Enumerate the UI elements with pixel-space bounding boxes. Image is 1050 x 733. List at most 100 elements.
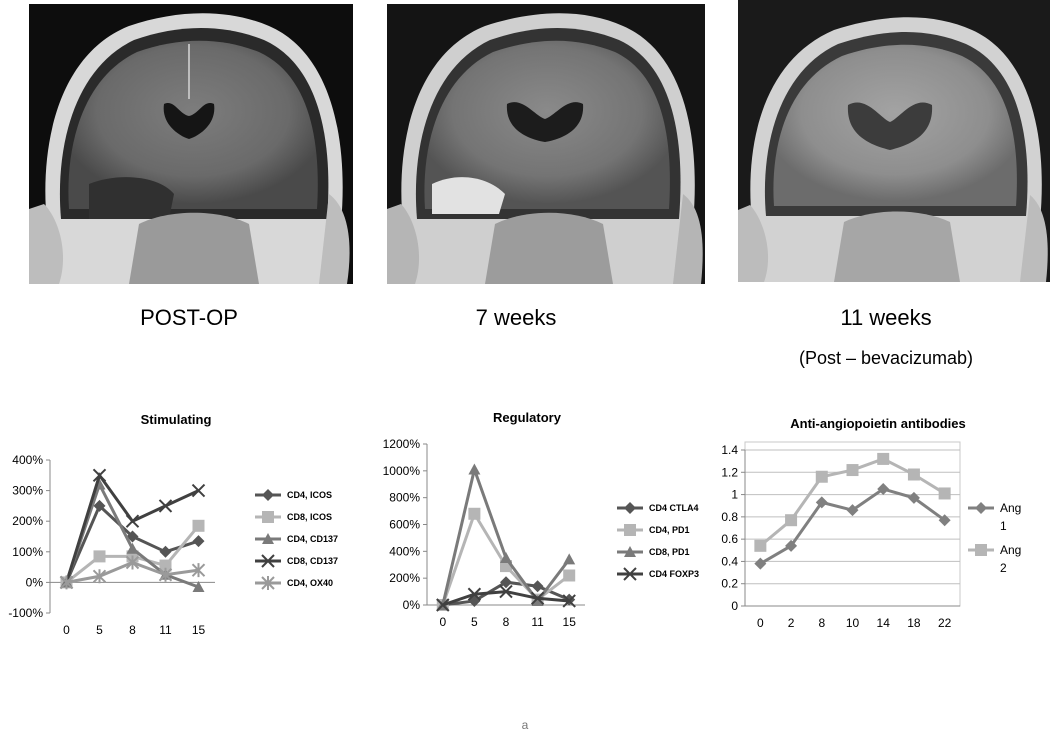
- data-point: [125, 514, 140, 528]
- data-point: [158, 499, 173, 513]
- data-point: [530, 591, 545, 605]
- data-point: [563, 553, 576, 565]
- y-tick-label: 600%: [389, 518, 420, 532]
- data-point: [846, 464, 859, 477]
- chart-title: Anti-angiopoietin antibodies: [790, 416, 966, 431]
- x-tick-label: 10: [846, 616, 860, 630]
- legend-marker: [975, 544, 987, 556]
- x-tick-label: 15: [563, 615, 577, 629]
- x-tick-label: 18: [907, 616, 921, 630]
- data-point: [126, 530, 139, 543]
- legend-marker: [261, 576, 275, 590]
- legend-marker: [261, 554, 275, 568]
- data-point: [531, 594, 544, 606]
- legend-label: CD4, PD1: [649, 525, 690, 535]
- x-tick-label: 0: [757, 616, 764, 630]
- y-tick-label: -100%: [8, 606, 43, 620]
- legend-marker: [262, 533, 274, 544]
- x-tick-label: 8: [818, 616, 825, 630]
- y-tick-label: 200%: [12, 514, 43, 528]
- x-tick-label: 8: [129, 623, 136, 637]
- legend-marker: [975, 502, 987, 514]
- x-tick-label: 14: [877, 616, 891, 630]
- y-tick-label: 0.4: [721, 554, 738, 568]
- data-point: [92, 569, 107, 584]
- y-tick-label: 1000%: [383, 464, 421, 478]
- chart-stimulating: Stimulating -100% 0% 100% 200% 300% 400% 0 5 8 11 1…: [0, 400, 340, 650]
- data-point: [785, 539, 798, 552]
- data-point: [563, 569, 576, 582]
- data-point: [468, 594, 481, 607]
- y-tick-label: 1: [731, 488, 738, 502]
- y-tick-label: 1.2: [721, 465, 738, 479]
- legend-label: CD8, CD137: [287, 556, 338, 566]
- data-point: [500, 552, 512, 564]
- mri-scan-post-op: [29, 4, 353, 284]
- y-tick-label: 0%: [403, 598, 421, 612]
- legend-marker: [624, 524, 636, 536]
- data-point: [159, 545, 172, 558]
- legend-label: CD4 FOXP3: [649, 569, 699, 579]
- data-point: [815, 496, 828, 509]
- data-point: [877, 452, 890, 465]
- y-tick-label: 0.2: [721, 577, 738, 591]
- legend-label: CD4, OX40: [287, 578, 333, 588]
- data-point: [191, 563, 206, 578]
- legend-label: CD4, CD137: [287, 534, 338, 544]
- legend-label: CD4 CTLA4: [649, 503, 699, 513]
- data-point: [192, 580, 205, 592]
- data-point: [468, 463, 481, 475]
- data-point: [907, 468, 920, 481]
- x-tick-label: 8: [503, 615, 510, 629]
- legend-label: 2: [1000, 561, 1007, 575]
- data-point: [93, 499, 106, 512]
- y-tick-label: 100%: [12, 545, 43, 559]
- legend-marker: [262, 511, 274, 523]
- y-tick-label: 0%: [26, 575, 44, 589]
- data-point: [192, 535, 205, 548]
- legend-label: CD8, PD1: [649, 547, 690, 557]
- data-point: [158, 567, 173, 582]
- y-tick-label: 0: [731, 599, 738, 613]
- data-point: [159, 559, 172, 572]
- data-point: [785, 514, 798, 527]
- y-tick-label: 300%: [12, 484, 43, 498]
- data-point: [815, 470, 828, 483]
- chart-anti-angiopoietin: Anti-angiopoietin antibodies 0 0.2 0.4 0.6 0.…: [700, 400, 1045, 650]
- caption-post-op: POST-OP: [140, 305, 238, 330]
- data-point: [59, 575, 74, 590]
- y-tick-label: 1200%: [383, 437, 421, 451]
- y-tick-label: 400%: [12, 453, 43, 467]
- legend-marker: [624, 546, 636, 557]
- legend-label: CD8, ICOS: [287, 512, 332, 522]
- data-point: [125, 555, 140, 570]
- figure-panel-label: a: [521, 718, 529, 732]
- y-tick-label: 200%: [389, 571, 420, 585]
- caption-7-weeks: 7 weeks: [475, 305, 557, 330]
- mri-scan-11-weeks: [738, 0, 1050, 282]
- data-point: [191, 483, 206, 498]
- data-point: [500, 576, 512, 589]
- legend-marker: [624, 502, 636, 514]
- legend-label: Ang: [1000, 543, 1021, 557]
- data-point: [468, 507, 481, 520]
- data-point: [754, 557, 767, 570]
- x-tick-label: 0: [63, 623, 70, 637]
- x-tick-label: 5: [96, 623, 103, 637]
- x-tick-label: 5: [471, 615, 478, 629]
- data-point: [877, 483, 890, 495]
- chart-title: Stimulating: [141, 412, 212, 427]
- data-point: [92, 468, 107, 483]
- x-tick-label: 22: [938, 616, 952, 630]
- data-point: [126, 542, 139, 554]
- data-point: [562, 594, 576, 608]
- legend-label: Ang: [1000, 501, 1021, 515]
- y-tick-label: 800%: [389, 491, 420, 505]
- data-point: [499, 584, 513, 599]
- y-tick-label: 1.4: [721, 443, 738, 457]
- data-point: [938, 514, 951, 527]
- x-tick-label: 15: [192, 623, 206, 637]
- data-point: [93, 550, 106, 563]
- data-point: [938, 487, 951, 500]
- x-tick-label: 11: [531, 615, 544, 629]
